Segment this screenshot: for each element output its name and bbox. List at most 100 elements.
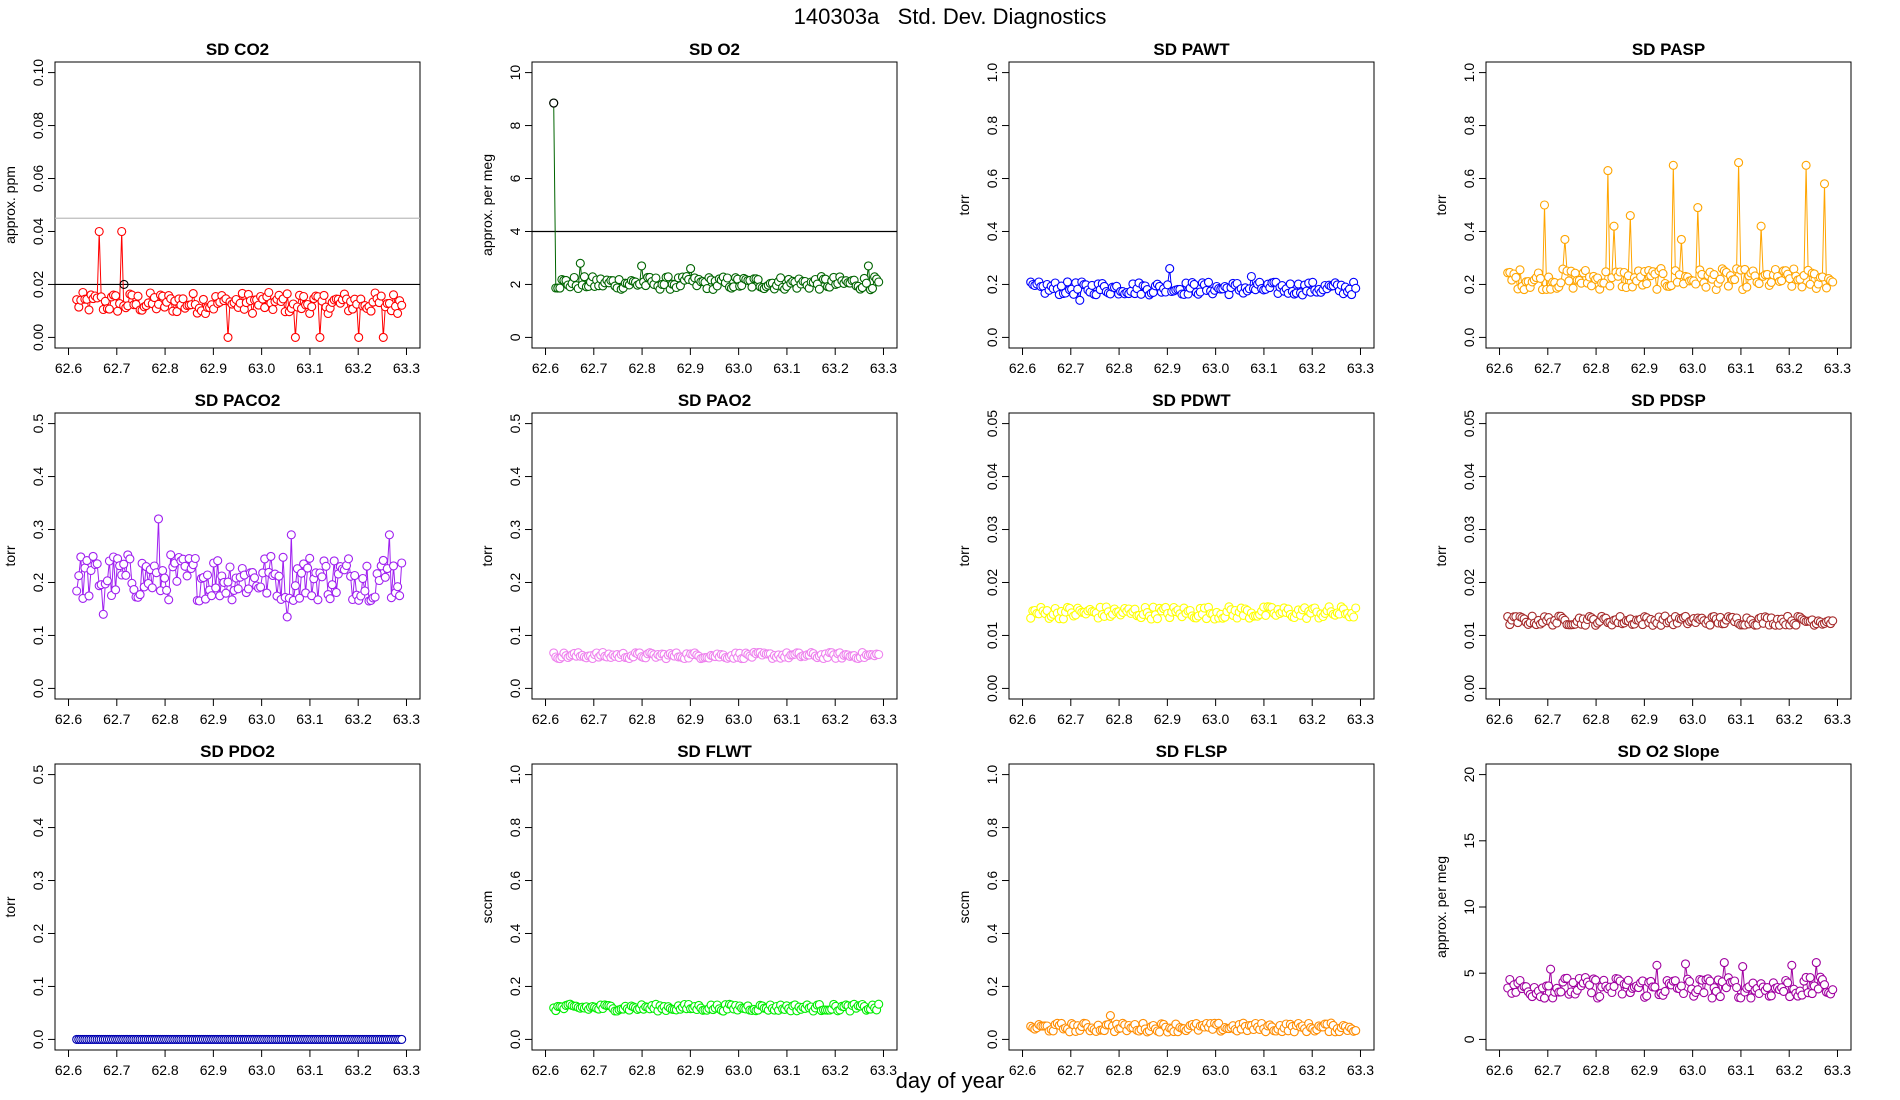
data-point [223, 577, 233, 587]
data-point [104, 304, 114, 314]
y-axis-label: sccm [479, 891, 495, 924]
panel-sd-pdwt: SD PDWT torr 0.00 0.01 0.02 0.03 0.04 0.05 62.6 6… [956, 391, 1375, 727]
data-point [94, 226, 104, 237]
data-point [1652, 960, 1662, 970]
y-tick-label: 0.8 [984, 116, 1000, 136]
data-point [268, 304, 278, 315]
data-point [376, 291, 386, 301]
data-point [1165, 264, 1175, 274]
data-point [1246, 271, 1256, 282]
data-point [172, 307, 182, 317]
data-point [747, 282, 757, 292]
x-tick-label: 63.2 [822, 1062, 849, 1078]
panel-title: SD FLWT [677, 742, 752, 761]
x-tick-label: 63.2 [1299, 711, 1326, 727]
data-point [1676, 234, 1686, 244]
x-tick-label: 63.1 [1727, 360, 1754, 376]
y-tick-label: 5 [1461, 969, 1477, 977]
data-point [1562, 973, 1572, 983]
y-tick-label: 0.05 [984, 410, 1000, 437]
data-point [315, 332, 325, 342]
data-point [1715, 992, 1725, 1002]
y-tick-label: 10 [1461, 899, 1477, 915]
highlight-point [549, 98, 559, 108]
data-point [637, 261, 647, 271]
y-axis-label: torr [1433, 545, 1449, 566]
y-tick-label: 0.00 [984, 675, 1000, 702]
data-point [366, 306, 376, 316]
x-tick-label: 62.9 [200, 360, 227, 376]
y-tick-label: 0 [1461, 1035, 1477, 1043]
y-tick-label: 0.2 [507, 977, 523, 997]
y-tick-label: 0.2 [984, 977, 1000, 997]
data-point [1603, 166, 1613, 176]
data-point [1152, 614, 1162, 624]
data-point [178, 294, 188, 304]
data-point [1511, 272, 1521, 282]
x-tick-label: 62.6 [532, 711, 559, 727]
panel-sd-paco2: SD PACO2 torr 0.0 0.1 0.2 0.3 0.4 0.5 62.6 62.7 62… [2, 391, 421, 727]
data-point [256, 582, 266, 592]
data-point [1308, 277, 1318, 287]
y-axis-label: torr [2, 545, 18, 566]
x-tick-label: 62.9 [1154, 360, 1181, 376]
plot-frame [54, 412, 421, 700]
data-point [1556, 987, 1566, 997]
data-point [158, 566, 168, 576]
data-point [1652, 284, 1662, 294]
data-point [278, 552, 288, 562]
data-point [1734, 158, 1744, 168]
data-point [1678, 988, 1689, 999]
data-point [117, 226, 127, 237]
data-point [166, 550, 176, 560]
data-point [125, 554, 135, 564]
x-tick-label: 63.3 [870, 711, 897, 727]
data-point [1791, 620, 1801, 630]
data-point [1709, 270, 1719, 280]
data-point [299, 291, 309, 302]
plot-frame [531, 763, 898, 1051]
data-point [1723, 281, 1733, 291]
data-point [663, 272, 673, 282]
data-point [1787, 281, 1797, 291]
x-tick-label: 63.0 [248, 1062, 275, 1078]
data-point [84, 591, 94, 601]
x-tick-label: 63.0 [1679, 711, 1706, 727]
data-point [360, 586, 370, 596]
x-tick-label: 62.6 [1486, 1062, 1513, 1078]
x-tick-label: 62.8 [1105, 1062, 1132, 1078]
x-axis-label: day of year [895, 1068, 1005, 1093]
data-point [1556, 278, 1566, 288]
y-tick-label: 0.8 [984, 818, 1000, 838]
panel-title: SD PACO2 [195, 391, 281, 410]
x-tick-label: 62.6 [55, 1062, 82, 1078]
y-tick-label: 0.02 [984, 569, 1000, 596]
y-tick-label: 0.4 [507, 924, 523, 944]
y-tick-label: 0.3 [507, 520, 523, 540]
x-tick-label: 63.1 [1250, 711, 1277, 727]
y-tick-label: 1.0 [984, 765, 1000, 785]
x-tick-label: 62.8 [628, 711, 655, 727]
data-point [722, 273, 732, 283]
x-tick-label: 62.6 [1009, 360, 1036, 376]
data-point [266, 551, 276, 561]
y-tick-label: 0.4 [984, 222, 1000, 242]
data-point [84, 305, 94, 315]
y-axis-label: torr [2, 896, 18, 917]
data-point [1813, 984, 1823, 994]
figure-title: 140303a Std. Dev. Diagnostics [793, 4, 1107, 29]
data-point [307, 591, 317, 601]
data-point [1701, 282, 1711, 292]
y-axis-label: torr [1433, 194, 1449, 215]
data-point [1660, 986, 1670, 996]
y-tick-label: 0.0 [1461, 327, 1477, 347]
data-point [814, 284, 824, 294]
x-tick-label: 63.2 [822, 360, 849, 376]
data-point [319, 290, 329, 300]
x-tick-label: 62.8 [151, 1062, 178, 1078]
data-point [1680, 959, 1691, 969]
y-tick-label: 0.0 [984, 327, 1000, 347]
x-tick-label: 63.3 [1347, 360, 1374, 376]
data-point [1754, 279, 1764, 289]
data-point [867, 283, 878, 293]
